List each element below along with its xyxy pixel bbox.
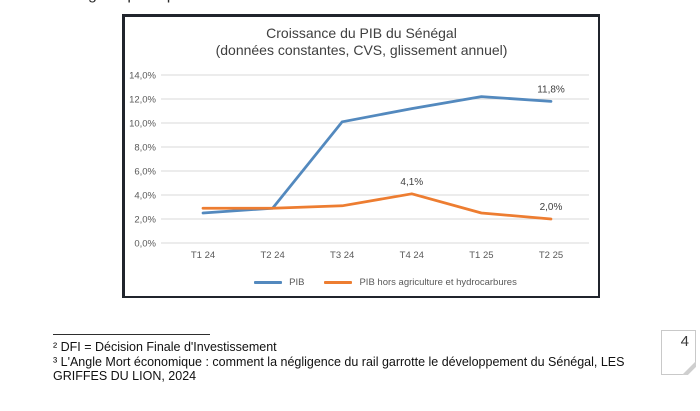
page-number-badge: 4	[661, 330, 696, 375]
page-number: 4	[680, 333, 689, 350]
y-tick-label: 6,0%	[134, 167, 156, 178]
series-line-0	[201, 95, 553, 215]
y-tick-label: 10,0%	[129, 119, 156, 130]
chart-title-line2: (données constantes, CVS, glissement ann…	[215, 42, 508, 58]
legend-item-pib-hors: PIB hors agriculture et hydrocarbures	[324, 276, 517, 288]
y-tick-label: 2,0%	[134, 215, 156, 226]
y-tick-label: 12,0%	[129, 95, 156, 106]
legend-dash-pib-icon	[254, 280, 283, 284]
legend-dash-pib-hors-icon	[324, 280, 353, 284]
x-tick-label: T2 24	[260, 250, 284, 261]
y-tick-label: 14,0%	[129, 71, 156, 82]
folded-corner-icon	[682, 361, 696, 375]
clipped-text-top: g p p	[88, 0, 288, 6]
legend-item-pib: PIB	[254, 277, 304, 288]
x-tick-label: T4 24	[400, 250, 424, 261]
chart-title-line1: Croissance du PIB du Sénégal	[266, 25, 457, 41]
footnote-separator	[53, 334, 210, 335]
x-tick-label: T1 25	[469, 250, 493, 261]
footnote-3-line2: GRIFFES DU LION, 2024	[53, 369, 197, 383]
chart-title: Croissance du PIB du Sénégal (données co…	[125, 25, 598, 59]
data-label: 2,0%	[540, 202, 563, 213]
chart-plot: 0,0% 2,0% 4,0% 6,0% 8,0% 10,0% 12,0% 14,0% T1 24…	[129, 71, 589, 261]
footnote-3-line1: ³ L'Angle Mort économique : comment la n…	[53, 354, 625, 369]
y-tick-label: 8,0%	[134, 143, 156, 154]
footnote-2: ² DFI = Décision Finale d'Investissement	[53, 340, 277, 354]
x-tick-label: T3 24	[330, 250, 354, 261]
chart-area: 0,0% 2,0% 4,0% 6,0% 8,0% 10,0% 12,0% 14,0% T1 24…	[125, 17, 598, 296]
series-line-1	[201, 192, 553, 221]
x-tick-label: T2 25	[539, 250, 563, 261]
y-tick-label: 4,0%	[134, 191, 156, 202]
chart-legend: PIB PIB hors agriculture et hydrocarbure…	[173, 274, 598, 290]
chart-figure: 0,0% 2,0% 4,0% 6,0% 8,0% 10,0% 12,0% 14,0% T1 24…	[122, 14, 600, 298]
legend-label-pib: PIB	[289, 276, 305, 288]
x-tick-label: T1 24	[191, 250, 215, 261]
legend-label-pib-hors: PIB hors agriculture et hydrocarbures	[359, 276, 517, 288]
data-label: 11,8%	[537, 84, 565, 95]
data-label: 4,1%	[400, 177, 423, 188]
footnotes: ² DFI = Décision Finale d'Investissement…	[53, 340, 653, 384]
y-tick-label: 0,0%	[134, 239, 156, 250]
